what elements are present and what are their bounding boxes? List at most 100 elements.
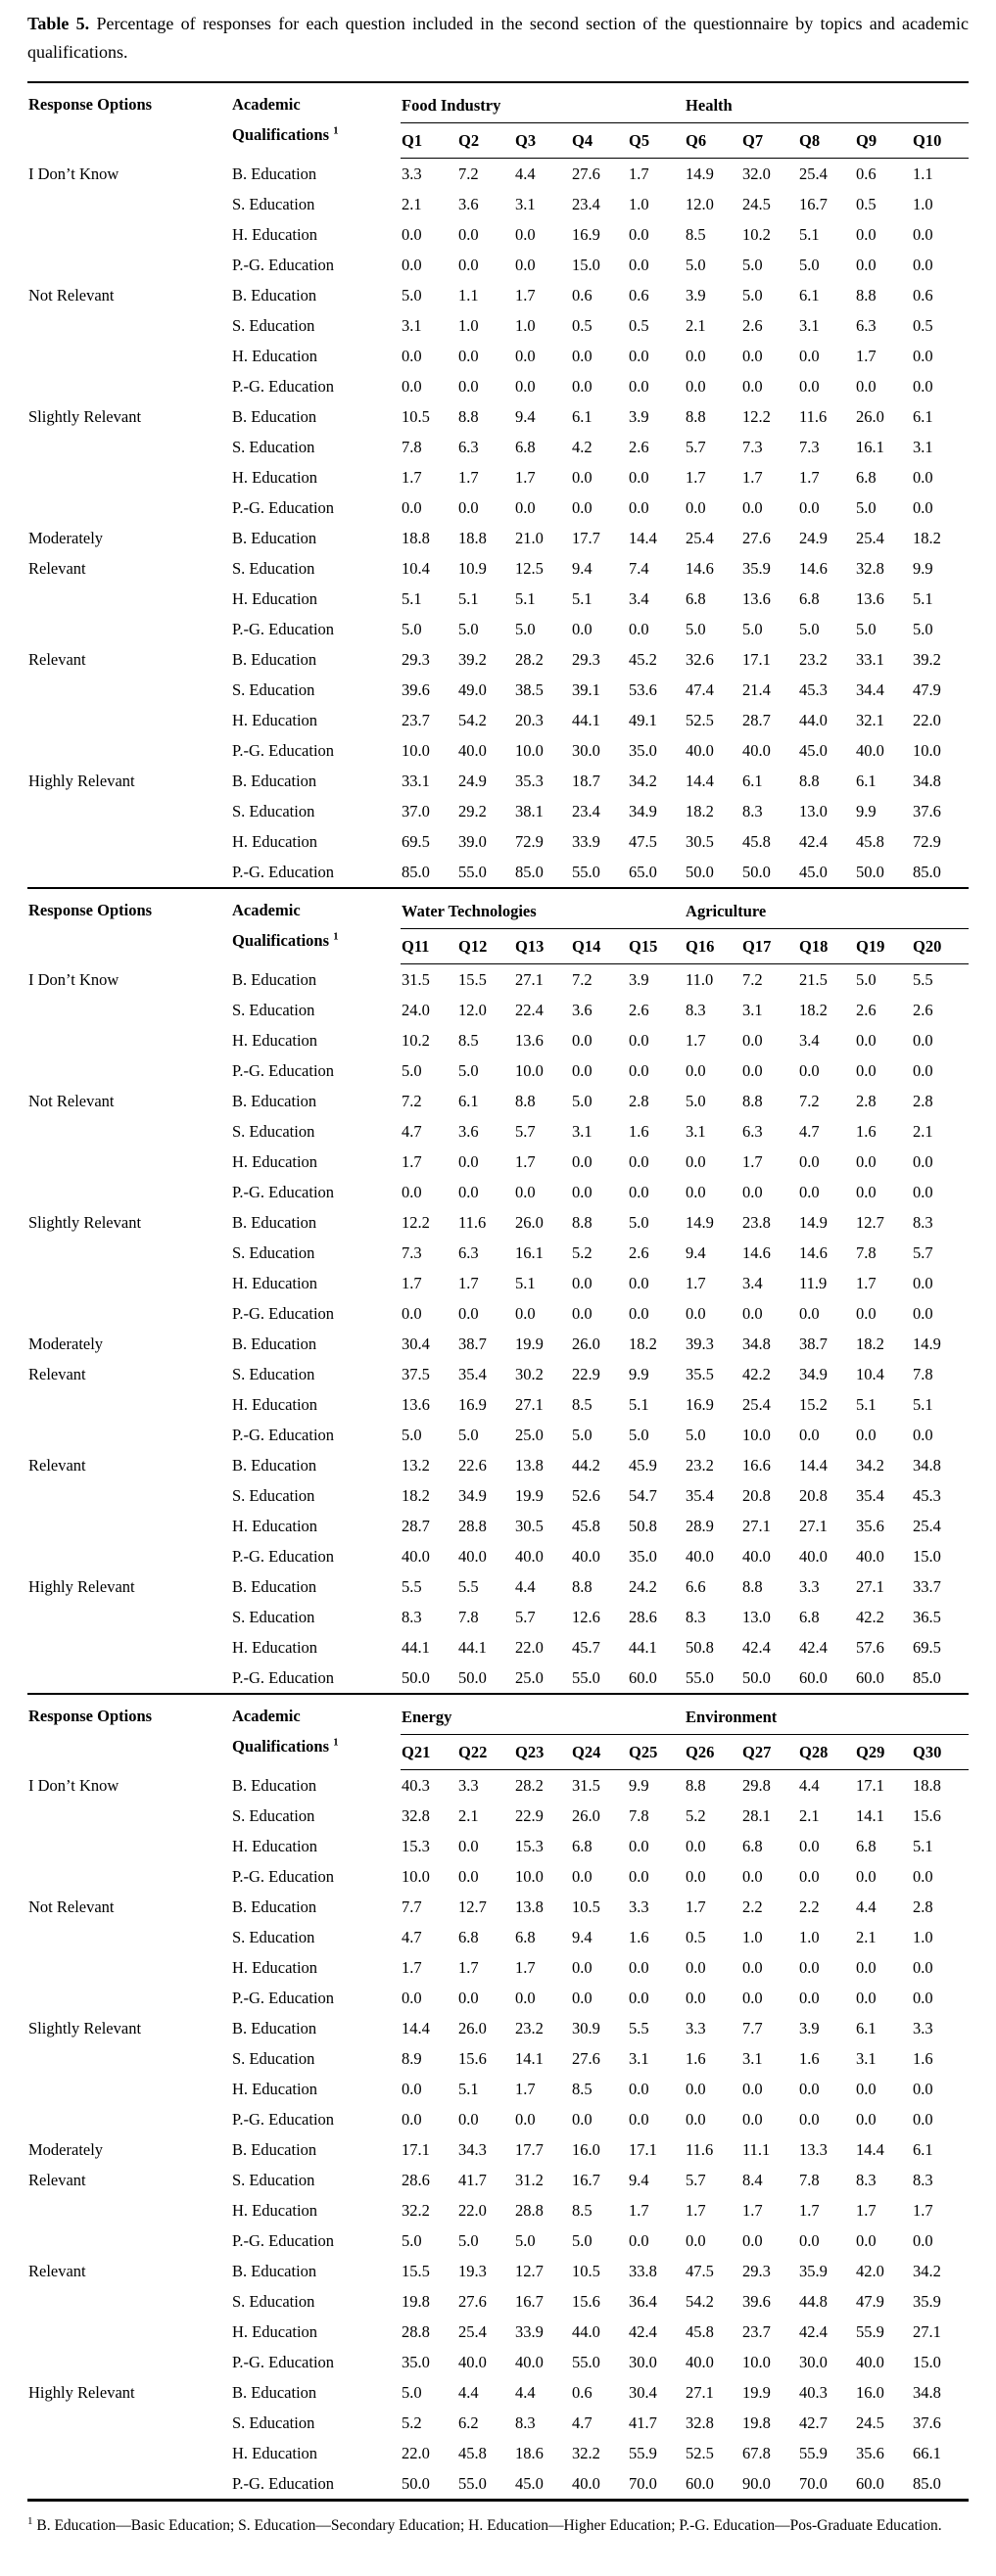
response-option-label [27,2408,231,2438]
value-cell: 24.9 [458,772,487,790]
value-cell: 45.8 [742,832,771,851]
value-cell: 7.8 [856,1243,877,1262]
value-cell: 18.8 [458,529,487,547]
section-body: I Don’t Know B. Education 31.5 15.5 27.1 7.2 3… [27,964,969,1695]
qualification-label: P.-G. Education [232,498,335,517]
qualification-label: H. Education [232,1958,318,1977]
table-row: Moderately B. Education 30.4 38.7 19.9 26.0 18… [27,1329,969,1359]
value-cell: 1.7 [629,2201,649,2220]
value-cell: 0.0 [572,347,593,365]
value-cell: 55.0 [572,863,600,881]
value-cell: 36.5 [913,1608,941,1626]
value-cell: 28.6 [402,2171,430,2189]
value-cell: 44.0 [799,711,828,729]
value-cell: 37.6 [913,802,941,820]
section-header: Response Options Academic Qualifications 1… [27,81,970,159]
table-row: P.-G. Education 50.0 55.0 45.0 40.0 70.0 60.0 9… [27,2468,970,2502]
value-cell: 60.0 [629,1668,657,1687]
table-row: P.-G. Education 5.0 5.0 5.0 0.0 0.0 5.0 5.0 5.0 5… [27,614,969,644]
topic-group-label: Environment [685,1693,970,1735]
value-cell: 0.0 [402,377,422,396]
value-cell: 1.7 [742,468,763,487]
value-cell: 27.1 [913,2322,941,2341]
value-cell: 10.0 [913,741,941,760]
value-cell: 21.5 [799,970,828,989]
value-cell: 22.9 [515,1806,544,1825]
value-cell: 8.8 [572,1577,593,1596]
value-cell: 0.0 [515,347,536,365]
value-cell: 1.7 [402,1274,422,1292]
question-label: Q29 [855,1734,913,1770]
value-cell: 30.4 [402,1335,430,1353]
qualification-label: B. Education [232,2383,317,2402]
value-cell: 15.6 [913,1806,941,1825]
value-cell: 42.2 [856,1608,884,1626]
value-cell: 42.4 [629,2322,657,2341]
value-cell: 0.0 [458,1152,479,1171]
value-cell: 6.8 [572,1837,593,1855]
value-cell: 4.4 [799,1776,820,1795]
response-option-label [27,2043,231,2074]
value-cell: 24.5 [742,195,771,213]
value-cell: 0.0 [572,1061,593,1080]
value-cell: 5.0 [856,620,877,638]
response-option-label [27,1055,231,1086]
value-cell: 23.7 [402,711,430,729]
value-cell: 12.0 [458,1001,487,1019]
value-cell: 3.3 [458,1776,479,1795]
value-cell: 8.8 [515,1092,536,1110]
value-cell: 5.0 [458,1426,479,1444]
qualification-label: P.-G. Education [232,377,335,396]
value-cell: 0.6 [629,286,649,304]
topic-group-label: Food Industry [401,81,686,123]
question-header-row: Q1 Q2 Q3 Q4 Q5 Q6 Q7 Q8 Q9 Q10 [27,122,970,159]
value-cell: 2.1 [458,1806,479,1825]
value-cell: 33.8 [629,2262,657,2280]
value-cell: 34.8 [913,2383,941,2402]
value-cell: 5.0 [515,620,536,638]
value-cell: 6.8 [458,1928,479,1946]
value-cell: 19.9 [515,1486,544,1505]
value-cell: 0.0 [686,2080,706,2098]
table-row: Moderately B. Education 18.8 18.8 21.0 17.7 14… [27,523,969,553]
value-cell: 44.1 [458,1638,487,1657]
value-cell: 40.0 [571,2468,628,2502]
table-caption: Table 5. Percentage of responses for eac… [27,10,969,67]
value-cell: 1.7 [515,2080,536,2098]
value-cell: 11.1 [742,2140,771,2159]
section-body: I Don’t Know B. Education 3.3 7.2 4.4 27.6 1.7… [27,159,969,889]
value-cell: 0.0 [856,1989,877,2007]
value-cell: 0.0 [913,1304,933,1323]
value-cell: 0.0 [458,1989,479,2007]
value-cell: 35.4 [686,1486,714,1505]
table-caption-label: Table 5. [27,14,90,33]
table-row: P.-G. Education 85.0 55.0 85.0 55.0 65.0 50.0 5… [27,857,969,888]
response-option-label [27,614,231,644]
table-row: Slightly Relevant B. Education 12.2 11.6 26.… [27,1207,969,1238]
value-cell: 17.1 [742,650,771,669]
value-cell: 2.6 [629,1243,649,1262]
value-cell: 50.0 [401,2468,457,2502]
value-cell: 14.6 [799,559,828,578]
value-cell: 0.0 [458,1837,479,1855]
qualification-label: S. Education [232,1365,315,1383]
value-cell: 25.0 [515,1426,544,1444]
response-option-label: Slightly Relevant [28,407,142,426]
value-cell: 5.5 [913,970,933,989]
value-cell: 1.0 [742,1928,763,1946]
response-option-label: Relevant [28,650,86,669]
value-cell: 30.9 [572,2019,600,2037]
value-cell: 5.5 [402,1577,422,1596]
value-cell: 1.7 [402,1152,422,1171]
value-cell: 29.3 [742,2262,771,2280]
value-cell: 0.0 [402,1304,422,1323]
response-option-label [27,1663,231,1694]
value-cell: 8.5 [572,2201,593,2220]
value-cell: 0.0 [629,1061,649,1080]
value-cell: 34.2 [856,1456,884,1475]
value-cell: 0.0 [515,256,536,274]
response-option-label: Relevant [28,1365,86,1383]
value-cell: 6.3 [856,316,877,335]
value-cell: 41.7 [458,2171,487,2189]
value-cell: 0.0 [913,1061,933,1080]
